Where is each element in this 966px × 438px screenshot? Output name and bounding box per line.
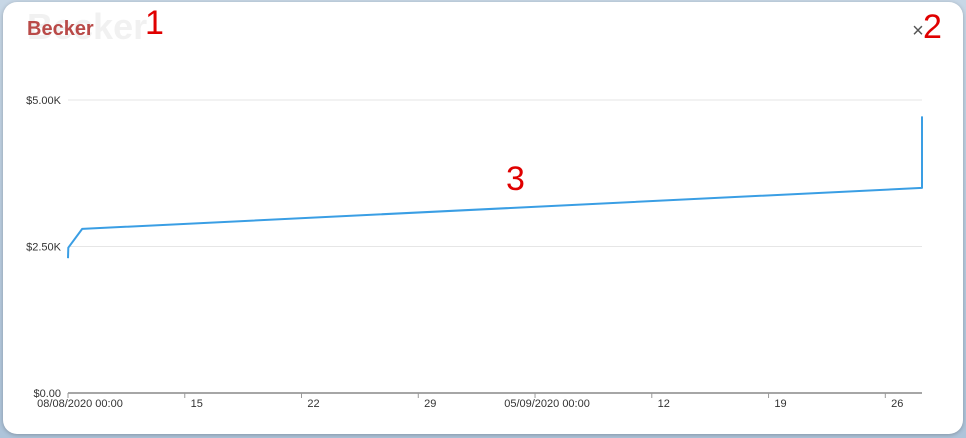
x-tick-label: 12 [658, 398, 670, 410]
line-chart: $0.00 $2.50K $5.00K 08/08/2020 00:00 15 22 29 0… [26, 95, 923, 410]
x-tick-label: 05/09/2020 00:00 [504, 398, 590, 410]
annotation-marker-1: 1 [145, 4, 164, 42]
chart-modal: Becker Becker × $0.00 $2.50K $5.00K 08/08/2… [3, 2, 963, 434]
y-tick-label: $0.00 [33, 388, 61, 400]
x-tick-label: 08/08/2020 00:00 [37, 398, 123, 410]
x-tick-label: 19 [774, 398, 786, 410]
x-tick-label: 22 [307, 398, 319, 410]
x-tick-label: 15 [191, 398, 203, 410]
y-tick-label: $2.50K [26, 242, 62, 254]
annotation-marker-3: 3 [506, 160, 525, 198]
annotation-marker-2: 2 [923, 8, 942, 46]
series-line [67, 116, 923, 259]
close-icon[interactable]: × [912, 20, 924, 42]
modal-title-ghost: Becker [27, 6, 148, 47]
x-tick-label: 29 [424, 398, 436, 410]
x-tick-label: 26 [891, 398, 903, 410]
modal-title: Becker [27, 18, 94, 40]
y-tick-label: $5.00K [26, 95, 62, 107]
